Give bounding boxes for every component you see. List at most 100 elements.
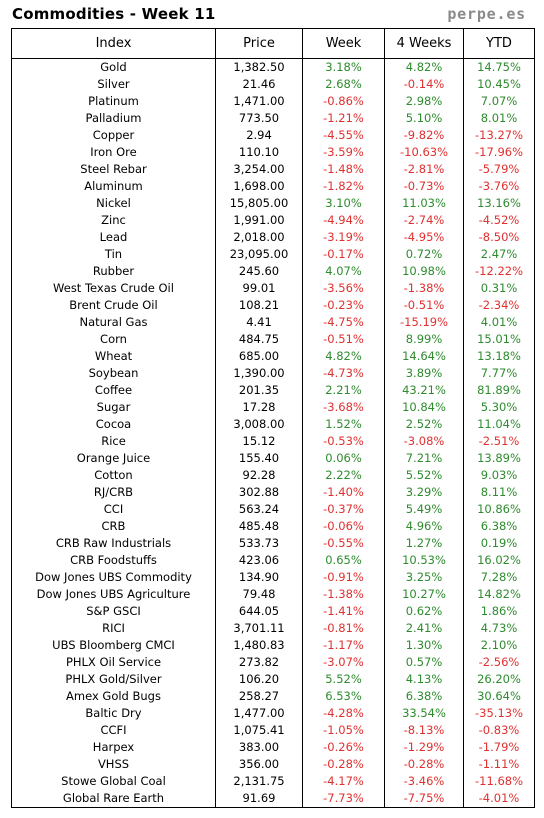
cell-ytd: 6.38% [463, 518, 535, 535]
cell-4-weeks: -8.13% [384, 722, 464, 739]
cell-ytd: 0.31% [463, 280, 535, 297]
cell-4-weeks: -1.29% [384, 739, 464, 756]
cell-price: 201.35 [215, 382, 303, 399]
cell-price: 17.28 [215, 399, 303, 416]
cell-4-weeks: 3.89% [384, 365, 464, 382]
cell-week: 1.52% [302, 416, 385, 433]
cell-index: Wheat [11, 348, 216, 365]
cell-week: -7.73% [302, 790, 385, 808]
cell-index: Aluminum [11, 178, 216, 195]
cell-ytd: 2.10% [463, 637, 535, 654]
cell-index: Copper [11, 127, 216, 144]
cell-price: 4.41 [215, 314, 303, 331]
cell-price: 273.82 [215, 654, 303, 671]
table-row: Dow Jones UBS Commodity 134.90 -0.91% 3.25%… [11, 569, 535, 586]
cell-ytd: -35.13% [463, 705, 535, 722]
cell-ytd: 4.73% [463, 620, 535, 637]
cell-index: Gold [11, 58, 216, 76]
cell-price: 21.46 [215, 76, 303, 93]
cell-price: 2,131.75 [215, 773, 303, 790]
table-row: Brent Crude Oil 108.21 -0.23% -0.51% -2.34% [11, 297, 535, 314]
cell-week: -0.91% [302, 569, 385, 586]
cell-ytd: 7.77% [463, 365, 535, 382]
table-row: CRB 485.48 -0.06% 4.96% 6.38% [11, 518, 535, 535]
cell-4-weeks: 1.30% [384, 637, 464, 654]
cell-4-weeks: 5.49% [384, 501, 464, 518]
cell-index: Dow Jones UBS Commodity [11, 569, 216, 586]
header-bar: Commodities - Week 11 perpe.es [0, 0, 544, 28]
cell-week: -4.73% [302, 365, 385, 382]
cell-index: Harpex [11, 739, 216, 756]
cell-index: Cocoa [11, 416, 216, 433]
cell-price: 91.69 [215, 790, 303, 808]
cell-week: 5.52% [302, 671, 385, 688]
cell-price: 110.10 [215, 144, 303, 161]
cell-4-weeks: 3.29% [384, 484, 464, 501]
cell-index: CCI [11, 501, 216, 518]
cell-index: Cotton [11, 467, 216, 484]
page-title: Commodities - Week 11 [12, 5, 216, 23]
cell-ytd: 0.19% [463, 535, 535, 552]
cell-price: 3,008.00 [215, 416, 303, 433]
cell-week: -0.55% [302, 535, 385, 552]
cell-ytd: 8.11% [463, 484, 535, 501]
cell-4-weeks: -0.28% [384, 756, 464, 773]
cell-ytd: -11.68% [463, 773, 535, 790]
cell-4-weeks: 3.25% [384, 569, 464, 586]
cell-index: PHLX Gold/Silver [11, 671, 216, 688]
cell-week: 2.22% [302, 467, 385, 484]
cell-index: Steel Rebar [11, 161, 216, 178]
cell-index: Sugar [11, 399, 216, 416]
cell-index: West Texas Crude Oil [11, 280, 216, 297]
cell-week: 4.82% [302, 348, 385, 365]
cell-index: CRB Foodstuffs [11, 552, 216, 569]
table-row: Global Rare Earth 91.69 -7.73% -7.75% -4.01% [11, 790, 535, 808]
commodities-table: Index Price Week 4 Weeks YTD Gold 1,382.5… [11, 28, 535, 808]
table-row: Soybean 1,390.00 -4.73% 3.89% 7.77% [11, 365, 535, 382]
cell-ytd: 30.64% [463, 688, 535, 705]
cell-4-weeks: 6.38% [384, 688, 464, 705]
cell-4-weeks: 4.82% [384, 58, 464, 76]
cell-4-weeks: 4.13% [384, 671, 464, 688]
cell-4-weeks: 11.03% [384, 195, 464, 212]
cell-week: -4.17% [302, 773, 385, 790]
cell-index: Lead [11, 229, 216, 246]
cell-price: 1,382.50 [215, 58, 303, 76]
cell-4-weeks: 7.21% [384, 450, 464, 467]
table-row: Baltic Dry 1,477.00 -4.28% 33.54% -35.13% [11, 705, 535, 722]
cell-4-weeks: 10.53% [384, 552, 464, 569]
table-row: Lead 2,018.00 -3.19% -4.95% -8.50% [11, 229, 535, 246]
cell-4-weeks: 0.72% [384, 246, 464, 263]
cell-index: Platinum [11, 93, 216, 110]
cell-ytd: 1.86% [463, 603, 535, 620]
cell-ytd: -8.50% [463, 229, 535, 246]
cell-price: 1,477.00 [215, 705, 303, 722]
table-row: CRB Foodstuffs 423.06 0.65% 10.53% 16.02% [11, 552, 535, 569]
cell-week: -3.07% [302, 654, 385, 671]
table-row: VHSS 356.00 -0.28% -0.28% -1.11% [11, 756, 535, 773]
cell-ytd: 8.01% [463, 110, 535, 127]
cell-price: 1,991.00 [215, 212, 303, 229]
cell-week: 2.21% [302, 382, 385, 399]
table-row: Silver 21.46 2.68% -0.14% 10.45% [11, 76, 535, 93]
cell-ytd: -1.11% [463, 756, 535, 773]
cell-week: -3.19% [302, 229, 385, 246]
cell-4-weeks: 4.96% [384, 518, 464, 535]
cell-week: -1.05% [302, 722, 385, 739]
cell-4-weeks: 0.62% [384, 603, 464, 620]
table-row: S&P GSCI 644.05 -1.41% 0.62% 1.86% [11, 603, 535, 620]
table-row: Corn 484.75 -0.51% 8.99% 15.01% [11, 331, 535, 348]
cell-index: Rubber [11, 263, 216, 280]
cell-price: 23,095.00 [215, 246, 303, 263]
cell-ytd: 13.18% [463, 348, 535, 365]
cell-index: Natural Gas [11, 314, 216, 331]
cell-price: 533.73 [215, 535, 303, 552]
cell-4-weeks: -9.82% [384, 127, 464, 144]
table-row: Platinum 1,471.00 -0.86% 2.98% 7.07% [11, 93, 535, 110]
cell-week: -4.55% [302, 127, 385, 144]
table-row: Palladium 773.50 -1.21% 5.10% 8.01% [11, 110, 535, 127]
cell-week: -1.21% [302, 110, 385, 127]
cell-week: -1.38% [302, 586, 385, 603]
cell-index: Silver [11, 76, 216, 93]
table-row: RJ/CRB 302.88 -1.40% 3.29% 8.11% [11, 484, 535, 501]
